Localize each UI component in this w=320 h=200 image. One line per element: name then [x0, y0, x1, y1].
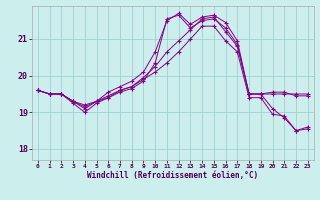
X-axis label: Windchill (Refroidissement éolien,°C): Windchill (Refroidissement éolien,°C) [87, 171, 258, 180]
